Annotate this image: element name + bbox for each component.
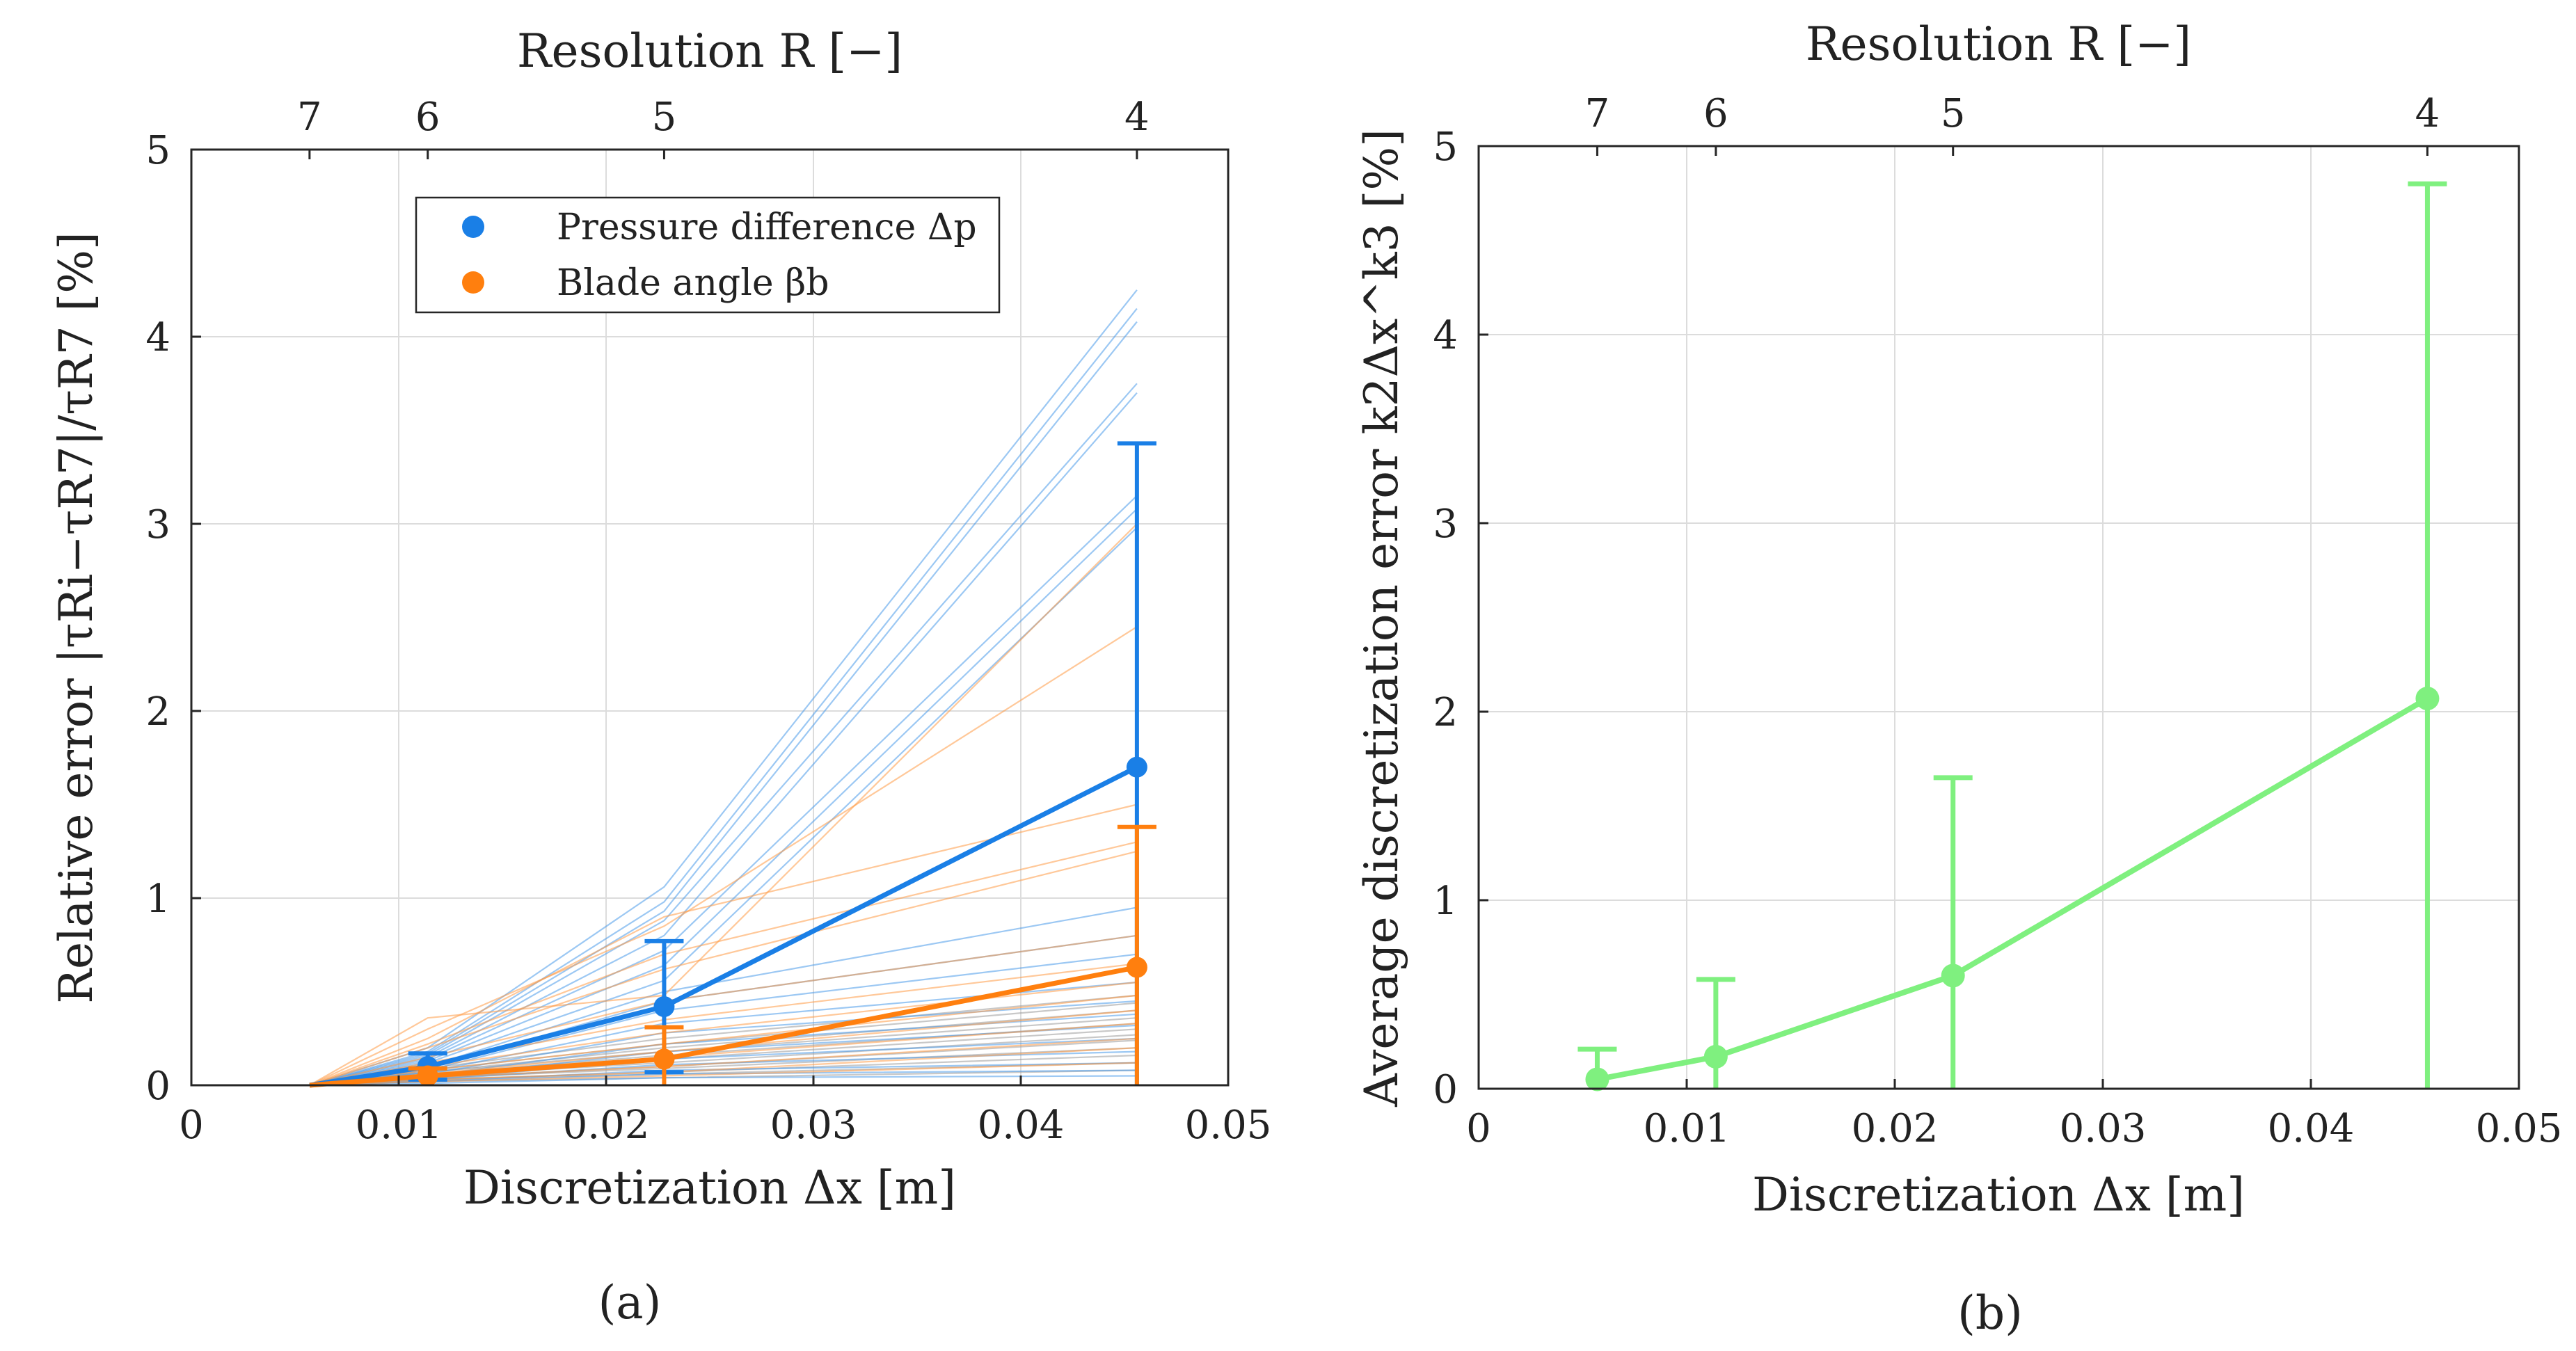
top-tick-label: 4 <box>2415 91 2440 136</box>
panel-b-top-axis-label: Resolution R [−] <box>1806 17 2191 71</box>
panel-a-legend-box <box>415 196 1001 314</box>
panel-b-x-axis-label: Discretization Δx [m] <box>1752 1168 2245 1222</box>
legend-marker-pressure <box>462 216 484 238</box>
y-tick-label: 5 <box>1433 125 1458 170</box>
panel-a-y-axis-label: Relative error |τRi−τR7|/τR7 [%] <box>49 232 103 1004</box>
panel-a-axes-box <box>190 148 1230 1087</box>
panel-a-series <box>309 441 1156 1088</box>
y-tick-label: 5 <box>145 128 170 173</box>
y-tick-label: 4 <box>1433 313 1458 358</box>
run-line-blue <box>309 495 1138 1087</box>
panel-a-grid <box>191 150 1228 1085</box>
x-tick-label: 0.05 <box>2476 1106 2563 1151</box>
panel-a-legend: Pressure difference Δp Blade angle βb <box>415 196 1001 314</box>
y-tick-label: 3 <box>1433 502 1458 547</box>
legend-label-blade-angle: Blade angle βb <box>557 262 829 304</box>
x-tick-label: 0.05 <box>1185 1103 1272 1148</box>
x-tick-label: 0.04 <box>978 1103 1065 1148</box>
y-tick-label: 0 <box>145 1064 170 1109</box>
panel-b-ticks: 0 0.01 0.02 0.03 0.04 0.05 0 1 2 3 4 5 7 6 5 4 <box>1433 91 2562 1151</box>
run-line-blue <box>309 508 1138 1087</box>
panel-b-caption: (b) <box>1957 1286 2023 1340</box>
x-tick-label: 0 <box>1466 1106 1491 1151</box>
legend-label-pressure: Pressure difference Δp <box>557 207 977 248</box>
panel-a-ticks: 0 0.01 0.02 0.03 0.04 0.05 0 1 2 3 4 5 7 6 5 4 <box>145 95 1271 1148</box>
x-tick-label: 0.03 <box>770 1103 857 1148</box>
data-point <box>417 1065 438 1087</box>
x-tick-label: 0.04 <box>2268 1106 2355 1151</box>
top-tick-label: 5 <box>1941 91 1966 136</box>
run-line-orange <box>309 934 1138 1087</box>
data-point <box>653 1048 675 1070</box>
data-point <box>1703 1044 1728 1069</box>
x-tick-label: 0.03 <box>2060 1106 2147 1151</box>
run-line-blue <box>309 321 1138 1087</box>
panel-b-series <box>1577 181 2447 1092</box>
data-point <box>1585 1067 1609 1092</box>
panel-a-x-axis-label: Discretization Δx [m] <box>463 1161 956 1215</box>
run-line-orange <box>309 850 1138 1087</box>
panel-b: 0 0.01 0.02 0.03 0.04 0.05 0 1 2 3 4 5 7 6 5 4 Resoluti… <box>1355 17 2562 1340</box>
panel-a: 0 0.01 0.02 0.03 0.04 0.05 0 1 2 3 4 5 7 6 5 4 Resoluti… <box>49 24 1271 1329</box>
y-tick-label: 1 <box>145 877 170 922</box>
panel-b-y-axis-label: Average discretization error k2Δx^k3 [%] <box>1355 129 1408 1108</box>
data-point <box>653 996 675 1018</box>
run-line-orange <box>309 1062 1137 1087</box>
x-tick-label: 0.02 <box>1852 1106 1939 1151</box>
top-tick-label: 7 <box>1585 91 1610 136</box>
data-point <box>2415 687 2440 711</box>
panel-b-grid <box>1479 146 2519 1089</box>
panel-a-caption: (a) <box>598 1276 662 1329</box>
x-tick-label: 0.01 <box>1644 1106 1731 1151</box>
top-tick-label: 4 <box>1124 95 1150 140</box>
panel-a-top-axis-label: Resolution R [−] <box>517 24 903 78</box>
legend-marker-blade-angle <box>462 271 484 294</box>
series-line <box>309 765 1138 1088</box>
top-tick-label: 6 <box>1703 91 1728 136</box>
y-tick-label: 4 <box>145 315 170 360</box>
y-tick-label: 2 <box>145 689 170 735</box>
top-tick-label: 7 <box>297 95 322 140</box>
panel-b-axes-box <box>1477 145 2520 1090</box>
run-line-blue <box>309 307 1138 1087</box>
top-tick-label: 5 <box>652 95 677 140</box>
series-line <box>1596 696 2429 1082</box>
data-point <box>1941 964 1965 988</box>
data-point <box>1126 756 1147 778</box>
y-tick-label: 2 <box>1433 690 1458 735</box>
run-line-orange <box>309 804 1138 1087</box>
y-tick-label: 0 <box>1433 1067 1458 1112</box>
top-tick-label: 6 <box>415 95 440 140</box>
x-tick-label: 0.02 <box>563 1103 650 1148</box>
y-tick-label: 3 <box>145 502 170 547</box>
x-tick-label: 0.01 <box>356 1103 443 1148</box>
x-tick-label: 0 <box>179 1103 204 1148</box>
run-line-blue <box>309 383 1138 1087</box>
series-line <box>309 965 1138 1088</box>
run-line-orange <box>309 841 1138 1087</box>
y-tick-label: 1 <box>1433 879 1458 924</box>
panel-b-plot-area <box>1479 146 2519 1089</box>
run-line-orange <box>309 523 1138 1086</box>
data-point <box>1126 957 1147 978</box>
